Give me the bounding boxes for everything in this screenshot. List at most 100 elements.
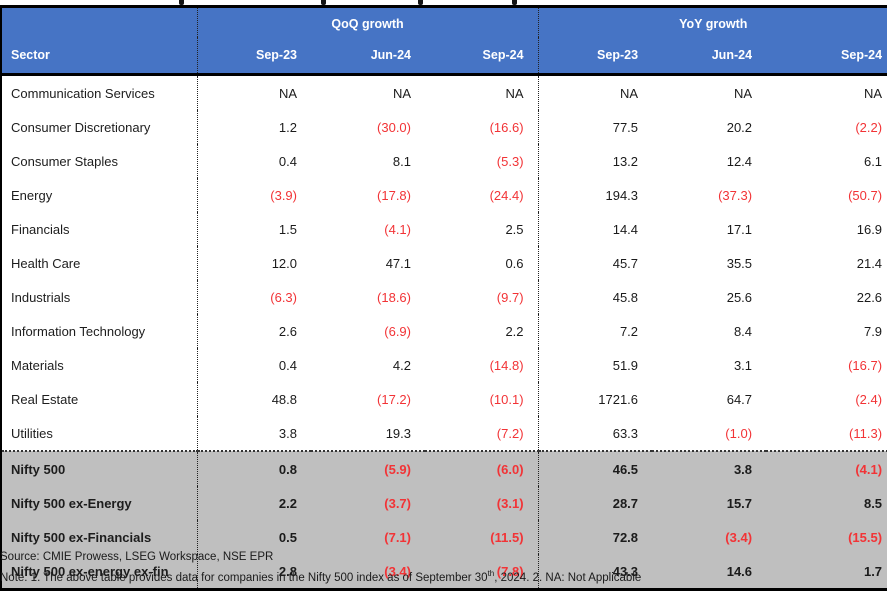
table-row: Communication Services NA NA NA NA NA NA: [1, 74, 887, 110]
cell-value: (6.3): [196, 280, 311, 314]
cell-value: NA: [766, 74, 887, 110]
group-header-yoy: YoY growth: [537, 6, 887, 37]
cell-value: 20.2: [652, 110, 767, 144]
table-header: QoQ growth YoY growth Sector Sep-23 Jun-…: [1, 6, 887, 76]
table-row: Nifty 500 ex-energy ex-fin 2.8 (3.4) (7.8) 4…: [1, 554, 887, 591]
cropped-title-fragment: [512, 0, 517, 5]
table-row: Information Technology 2.6 (6.9) 2.2 7.2 8.4 7…: [1, 314, 887, 348]
note-line: Note: 1. The above table provides data f…: [0, 569, 887, 584]
cell-value: NA: [652, 74, 767, 110]
note-text: Note: 1. The above table provides data f…: [0, 571, 488, 584]
cell-value: 43.3: [537, 554, 653, 591]
cell-value: 1.7: [766, 554, 887, 591]
cell-value: 1721.6: [537, 382, 653, 416]
cell-value: 6.1: [766, 144, 887, 178]
sector-label: Health Care: [1, 246, 197, 280]
cell-value: 14.4: [537, 212, 653, 246]
cell-value: (7.8): [425, 554, 539, 591]
cell-value: 1.2: [196, 110, 311, 144]
cropped-title-fragment: [418, 0, 423, 5]
cell-value: 14.6: [652, 554, 767, 591]
column-header-sector: Sector: [1, 37, 197, 76]
cell-value: 28.7: [537, 486, 653, 520]
sector-label: Materials: [1, 348, 197, 382]
cell-value: (15.5): [766, 520, 887, 554]
cell-value: (18.6): [311, 280, 425, 314]
sector-rows: Communication Services NA NA NA NA NA NA Consum…: [1, 74, 887, 451]
table-row: Nifty 500 ex-Energy 2.2 (3.7) (3.1) 28.7 15.7…: [1, 486, 887, 520]
table-row: Real Estate 48.8 (17.2) (10.1) 1721.6 64.7 (2.…: [1, 382, 887, 416]
sector-label: Consumer Discretionary: [1, 110, 197, 144]
cell-value: (16.7): [766, 348, 887, 382]
sector-label: Consumer Staples: [1, 144, 197, 178]
cell-value: 72.8: [537, 520, 653, 554]
sector-label: Nifty 500 ex-Financials: [1, 520, 197, 554]
cell-value: 47.1: [311, 246, 425, 280]
cell-value: (37.3): [652, 178, 767, 212]
cell-value: (3.4): [311, 554, 425, 591]
column-header-qoq-sep24: Sep-24: [425, 37, 539, 76]
table-row: Nifty 500 0.8 (5.9) (6.0) 46.5 3.8 (4.1): [1, 450, 887, 486]
table-row: Utilities 3.8 19.3 (7.2) 63.3 (1.0) (11.3): [1, 416, 887, 451]
cell-value: 19.3: [311, 416, 425, 451]
cell-value: (24.4): [425, 178, 539, 212]
cell-value: 17.1: [652, 212, 767, 246]
cell-value: (9.7): [425, 280, 539, 314]
cell-value: 15.7: [652, 486, 767, 520]
sector-label: Energy: [1, 178, 197, 212]
sector-growth-table: QoQ growth YoY growth Sector Sep-23 Jun-…: [0, 5, 887, 591]
cell-value: 45.8: [537, 280, 653, 314]
sector-label: Financials: [1, 212, 197, 246]
cropped-title-fragment: [179, 0, 184, 5]
table-row: Consumer Discretionary 1.2 (30.0) (16.6) 77.…: [1, 110, 887, 144]
cell-value: 2.6: [196, 314, 311, 348]
cell-value: 63.3: [537, 416, 653, 451]
cell-value: 3.8: [652, 450, 767, 486]
cell-value: (6.9): [311, 314, 425, 348]
cell-value: (3.7): [311, 486, 425, 520]
note-text: , 2024. 2. NA: Not Applicable: [494, 571, 642, 584]
cell-value: 45.7: [537, 246, 653, 280]
cell-value: (50.7): [766, 178, 887, 212]
column-header-yoy-jun24: Jun-24: [652, 37, 767, 76]
table-row: Consumer Staples 0.4 8.1 (5.3) 13.2 12.4 6.1: [1, 144, 887, 178]
column-header-yoy-sep24: Sep-24: [766, 37, 887, 76]
cell-value: (17.2): [311, 382, 425, 416]
note-superscript: th: [487, 569, 495, 578]
cell-value: 12.0: [196, 246, 311, 280]
cell-value: 22.6: [766, 280, 887, 314]
cell-value: 194.3: [537, 178, 653, 212]
cell-value: 2.2: [425, 314, 539, 348]
table-row: Industrials (6.3) (18.6) (9.7) 45.8 25.6 22.6: [1, 280, 887, 314]
cell-value: (3.4): [652, 520, 767, 554]
cell-value: 7.9: [766, 314, 887, 348]
cell-value: 77.5: [537, 110, 653, 144]
cell-value: 8.1: [311, 144, 425, 178]
cell-value: NA: [537, 74, 653, 110]
cell-value: 7.2: [537, 314, 653, 348]
header-corner: [1, 6, 197, 37]
cell-value: (7.1): [311, 520, 425, 554]
group-header-qoq: QoQ growth: [196, 6, 539, 37]
cell-value: 64.7: [652, 382, 767, 416]
cell-value: (4.1): [766, 450, 887, 486]
cell-value: 13.2: [537, 144, 653, 178]
sector-label: Nifty 500: [1, 450, 197, 486]
cell-value: NA: [196, 74, 311, 110]
cell-value: 8.5: [766, 486, 887, 520]
cell-value: 1.5: [196, 212, 311, 246]
cell-value: 2.8: [196, 554, 311, 591]
cell-value: (2.2): [766, 110, 887, 144]
cell-value: (6.0): [425, 450, 539, 486]
cell-value: (3.1): [425, 486, 539, 520]
cell-value: 35.5: [652, 246, 767, 280]
cell-value: NA: [311, 74, 425, 110]
cell-value: 2.2: [196, 486, 311, 520]
column-header-qoq-jun24: Jun-24: [311, 37, 425, 76]
cell-value: 3.1: [652, 348, 767, 382]
summary-rows: Nifty 500 0.8 (5.9) (6.0) 46.5 3.8 (4.1) Nifty …: [1, 450, 887, 591]
table-row: Nifty 500 ex-Financials 0.5 (7.1) (11.5) 72.…: [1, 520, 887, 554]
cell-value: 0.8: [196, 450, 311, 486]
cell-value: (16.6): [425, 110, 539, 144]
